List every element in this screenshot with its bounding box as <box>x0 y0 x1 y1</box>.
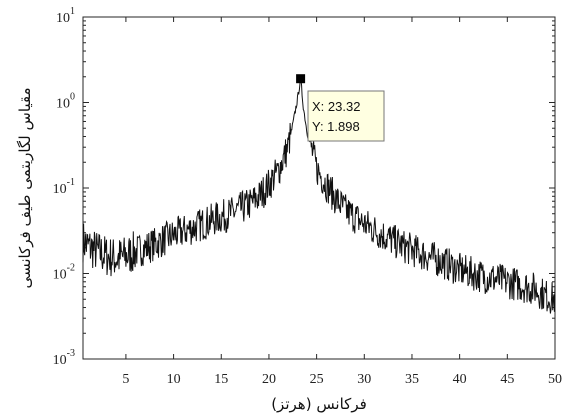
datatip-y-text: Y: 1.898 <box>312 119 360 134</box>
x-tick-label: 15 <box>214 372 228 387</box>
x-tick-label: 40 <box>453 372 467 387</box>
y-tick-label: 100 <box>56 92 75 112</box>
x-tick-label: 10 <box>167 372 181 387</box>
x-tick-label: 35 <box>405 372 419 387</box>
x-tick-label: 30 <box>357 372 371 387</box>
spectrum-line <box>82 76 556 314</box>
x-tick-label: 25 <box>310 372 324 387</box>
datatip-x-text: X: 23.32 <box>312 99 360 114</box>
y-axis-ticks: 10-3 10-2 10-1 100 101 <box>53 6 555 368</box>
x-axis-ticks: 5 10 15 20 25 30 35 40 45 50 <box>122 17 562 387</box>
x-tick-label: 5 <box>122 372 129 387</box>
y-tick-label: 10-1 <box>53 177 75 197</box>
x-axis-title: فرکانس (هرتز) <box>271 395 367 413</box>
plot-area <box>82 16 556 360</box>
y-tick-label: 10-2 <box>53 263 75 283</box>
x-tick-label: 20 <box>262 372 276 387</box>
y-tick-label: 10-3 <box>53 348 75 368</box>
datatip: X: 23.32 Y: 1.898 <box>307 90 385 142</box>
y-axis-title: مقیاس لگاریتمی طیف فرکانسی <box>16 87 34 288</box>
peak-marker[interactable] <box>296 74 306 84</box>
x-tick-label: 50 <box>548 372 562 387</box>
datatip-box <box>307 90 385 142</box>
y-tick-label: 101 <box>56 6 75 26</box>
x-tick-label: 45 <box>500 372 514 387</box>
